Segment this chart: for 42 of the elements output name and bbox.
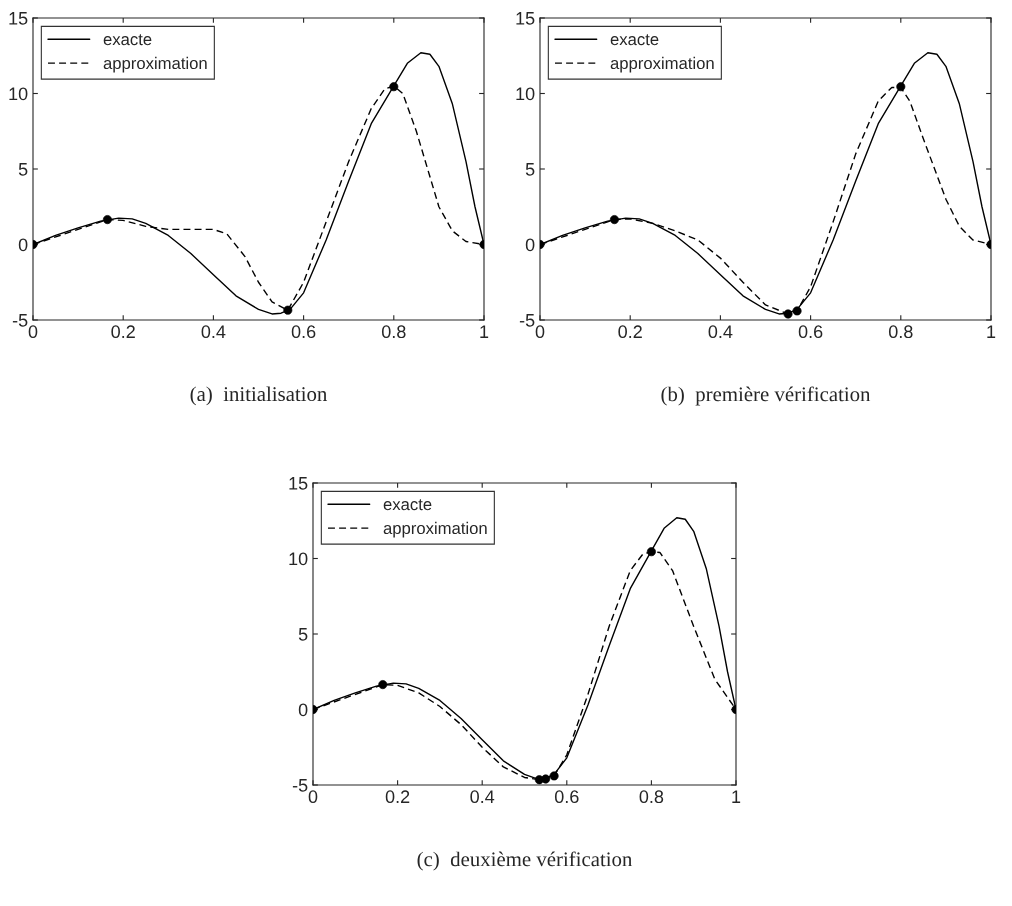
- legend-label: approximation: [103, 56, 207, 73]
- legend-label: approximation: [383, 521, 487, 538]
- x-tick-label: 0.4: [708, 325, 733, 339]
- text: (a) initialisation: [190, 386, 328, 406]
- x-tick-label: 0.2: [618, 325, 642, 339]
- x-tick-label: 1: [480, 325, 489, 338]
- y-tick-label: 5: [298, 628, 308, 641]
- x-tick-label: 1: [732, 790, 741, 803]
- x-tick-label: 0: [28, 325, 38, 339]
- x-tick-label: 0.8: [639, 790, 664, 804]
- y-tick-label: 15: [289, 477, 308, 490]
- y-tick-label: 5: [525, 163, 535, 176]
- x-tick-label: 0.8: [888, 325, 913, 339]
- y-tick-label: 10: [516, 87, 535, 101]
- y-tick-label: 0: [18, 238, 28, 252]
- legend-label: approximation: [610, 56, 714, 73]
- legend-label: exacte: [610, 34, 659, 46]
- y-tick-label: -5: [519, 314, 535, 327]
- x-tick-label: 0.4: [201, 325, 226, 339]
- x-tick-label: 0.8: [381, 325, 406, 339]
- y-tick-label: 0: [298, 703, 308, 717]
- text: (c) deuxième vérification: [417, 851, 633, 871]
- y-tick-label: 10: [9, 87, 28, 101]
- x-tick-label: 0.6: [798, 325, 823, 339]
- y-tick-label: 0: [525, 238, 535, 252]
- legend-label: exacte: [103, 34, 152, 46]
- x-tick-label: 0.4: [470, 790, 495, 804]
- y-tick-label: -5: [292, 779, 308, 792]
- x-tick-label: 0.6: [554, 790, 579, 804]
- y-tick-label: 15: [516, 12, 535, 25]
- x-tick-label: 0.6: [291, 325, 316, 339]
- x-tick-label: 0: [308, 790, 318, 804]
- x-tick-label: 0: [535, 325, 545, 339]
- x-tick-label: 0.2: [385, 790, 410, 804]
- y-tick-label: 10: [289, 552, 308, 566]
- y-tick-label: 15: [9, 12, 28, 25]
- x-tick-label: 1: [987, 325, 996, 338]
- text: (b) première vérification: [661, 386, 871, 406]
- legend-label: exacte: [383, 499, 432, 511]
- x-tick-label: 0.2: [111, 325, 135, 339]
- y-tick-label: -5: [12, 314, 28, 327]
- y-tick-label: 5: [18, 163, 28, 176]
